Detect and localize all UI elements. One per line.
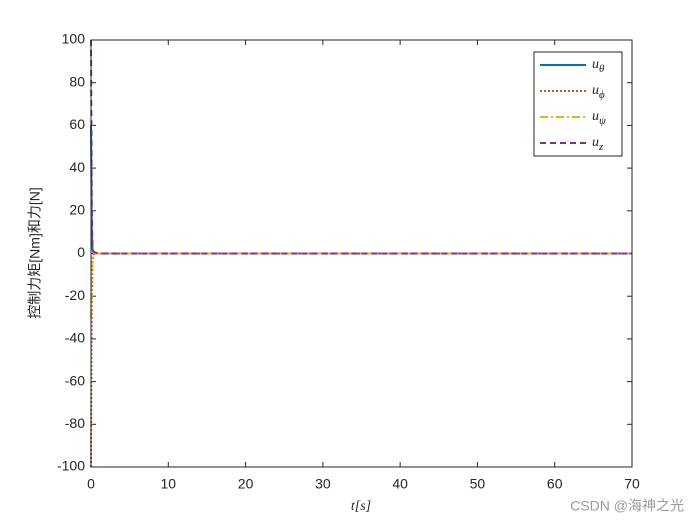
y-tick-label: -60 xyxy=(65,372,85,388)
y-tick-label: 100 xyxy=(62,31,86,47)
y-tick-label: 0 xyxy=(77,244,85,260)
y-tick-label: -80 xyxy=(65,415,85,431)
x-tick-label: 70 xyxy=(624,476,640,492)
watermark: CSDN @海神之光 xyxy=(570,498,684,514)
x-tick-label: 10 xyxy=(160,476,176,492)
series-line xyxy=(90,252,632,318)
x-tick-label: 20 xyxy=(238,476,254,492)
x-tick-label: 50 xyxy=(470,476,486,492)
y-axis-label: 控制力矩[Nm]和力[N] xyxy=(27,187,43,318)
axes-box xyxy=(90,39,633,468)
series-line xyxy=(90,252,632,468)
y-tick-label: 80 xyxy=(69,73,85,89)
y-tick-label: 40 xyxy=(69,159,85,175)
legend-label: uψ xyxy=(592,109,606,126)
x-tick-label: 0 xyxy=(87,476,95,492)
y-tick-label: 20 xyxy=(69,202,85,218)
legend-box xyxy=(533,51,623,157)
y-tick-label: -40 xyxy=(65,330,85,346)
legend-label: uz xyxy=(592,135,604,152)
legend-label: uϕ xyxy=(592,83,605,100)
x-tick-label: 30 xyxy=(315,476,331,492)
series-line xyxy=(90,39,632,255)
y-tick-label: -100 xyxy=(57,458,85,474)
y-tick-label: -20 xyxy=(65,287,85,303)
legend-label: uθ xyxy=(592,57,605,74)
x-tick-label: 60 xyxy=(547,476,563,492)
x-axis-label: t[s] xyxy=(351,499,371,514)
x-tick-label: 40 xyxy=(392,476,408,492)
y-tick-label: 60 xyxy=(69,116,85,132)
